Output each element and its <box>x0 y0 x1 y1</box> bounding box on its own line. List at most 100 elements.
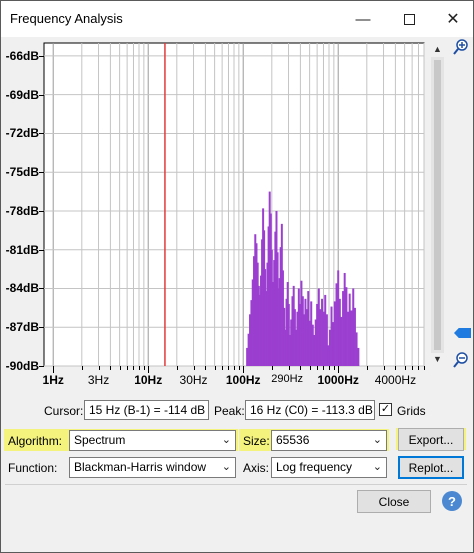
size-value: 65536 <box>276 433 310 447</box>
x-tick <box>98 366 100 370</box>
y-tick-label: -69dB <box>5 87 39 102</box>
size-select[interactable]: 65536 ⌄ <box>271 430 387 451</box>
zoom-out-icon[interactable] <box>453 352 469 368</box>
spectrum-bar <box>272 282 275 366</box>
spectrum-bar <box>249 314 252 366</box>
spectrum-bar <box>254 234 257 366</box>
x-tick <box>127 366 129 370</box>
spectrum-bar <box>292 285 295 366</box>
spectrum-bar <box>257 285 260 366</box>
close-icon[interactable]: ✕ <box>446 11 460 28</box>
spectrum-bar <box>316 303 319 366</box>
spectrum-bar <box>270 249 273 366</box>
export-button[interactable]: Export... <box>398 428 464 451</box>
axis-value: Log frequency <box>276 460 353 474</box>
grids-checkbox[interactable]: ✓ <box>379 403 392 416</box>
y-tick-label: -72dB <box>5 126 39 141</box>
spectrum-bar <box>295 329 298 366</box>
x-tick <box>300 366 302 370</box>
x-tick <box>81 366 83 370</box>
spectrum-bar <box>321 298 324 366</box>
spectrum-bar <box>277 288 280 366</box>
scroll-up-icon[interactable]: ▲ <box>433 44 442 54</box>
title-bar: Frequency Analysis — ✕ <box>1 1 473 37</box>
x-tick <box>53 366 55 373</box>
x-tick-label: 30Hz <box>179 373 208 387</box>
x-tick <box>333 366 335 370</box>
close-button[interactable]: Close <box>357 490 431 513</box>
zoom-slider-handle[interactable] <box>454 328 471 338</box>
spectrum-bar <box>261 239 264 366</box>
x-tick <box>176 366 178 370</box>
y-tick <box>39 55 44 57</box>
y-tick-label: -75dB <box>5 165 39 180</box>
spectrum-bar <box>246 347 249 366</box>
zoom-in-icon[interactable] <box>453 39 469 55</box>
y-tick <box>39 366 44 367</box>
spectrum-bar <box>333 301 336 366</box>
spectrum-bar <box>308 320 311 366</box>
x-tick <box>317 366 319 370</box>
divider <box>5 484 467 485</box>
spectrum-bar <box>293 309 296 366</box>
algorithm-select[interactable]: Spectrum ⌄ <box>69 430 236 451</box>
spectrum-bar <box>300 280 303 366</box>
minimize-icon[interactable]: — <box>355 10 371 28</box>
spectrum-bar <box>337 270 340 366</box>
x-tick <box>329 366 330 370</box>
spectrum-bars <box>246 191 360 366</box>
x-tick <box>309 366 311 370</box>
grids-label: Grids <box>397 404 426 418</box>
x-tick <box>193 366 195 370</box>
spectrum-bar <box>260 275 263 366</box>
x-tick-label: 10Hz <box>134 373 163 387</box>
spectrum-bar <box>348 293 351 366</box>
x-tick <box>228 366 230 370</box>
spectrum-bar <box>278 278 281 366</box>
spectrum-bar <box>335 283 338 366</box>
spectrum-bar <box>275 210 278 366</box>
y-tick-label: -66dB <box>5 48 39 63</box>
spectrum-bar <box>307 291 310 366</box>
help-icon[interactable]: ? <box>442 491 462 511</box>
scroll-down-icon[interactable]: ▼ <box>433 354 442 364</box>
spectrum-bar <box>301 296 304 366</box>
spectrum-bar <box>262 208 265 366</box>
spectrum-bar <box>317 288 320 366</box>
x-tick <box>243 366 245 373</box>
axis-select[interactable]: Log frequency ⌄ <box>271 457 387 478</box>
x-tick <box>338 366 340 373</box>
spectrum-bar <box>276 252 279 366</box>
spectrum-bar <box>330 306 333 366</box>
x-tick <box>395 366 397 370</box>
y-tick-label: -78dB <box>5 203 39 218</box>
spectrum-bar <box>266 262 269 366</box>
y-tick-label: -81dB <box>5 242 39 257</box>
x-tick <box>148 366 150 373</box>
spectrum-bar <box>288 334 291 366</box>
peak-readout: 16 Hz (C0) = -113.3 dB <box>245 400 375 420</box>
spectrum-bar <box>264 269 267 366</box>
scrollbar-thumb[interactable] <box>434 60 441 350</box>
x-tick-label: 4000Hz <box>374 373 417 387</box>
spectrum-bar <box>287 303 290 366</box>
spectrum-bar <box>273 260 276 366</box>
spectrum-bar <box>267 226 270 366</box>
chevron-down-icon: ⌄ <box>372 461 382 473</box>
x-tick <box>133 366 135 370</box>
x-tick <box>205 366 207 370</box>
y-tick-label: -84dB <box>5 281 39 296</box>
x-tick-label: 290Hz <box>271 373 304 385</box>
maximize-icon[interactable] <box>393 5 425 33</box>
y-tick-label: -87dB <box>5 320 39 335</box>
x-tick <box>418 366 420 370</box>
function-select[interactable]: Blackman-Harris window ⌄ <box>69 457 236 478</box>
spectrum-bar <box>281 270 284 366</box>
spectrum-bar <box>255 243 258 366</box>
x-tick <box>271 366 273 370</box>
spectrum-plot[interactable] <box>1 37 474 377</box>
spectrum-bar <box>291 296 294 366</box>
replot-button[interactable]: Replot... <box>398 456 464 479</box>
y-tick <box>39 94 44 96</box>
